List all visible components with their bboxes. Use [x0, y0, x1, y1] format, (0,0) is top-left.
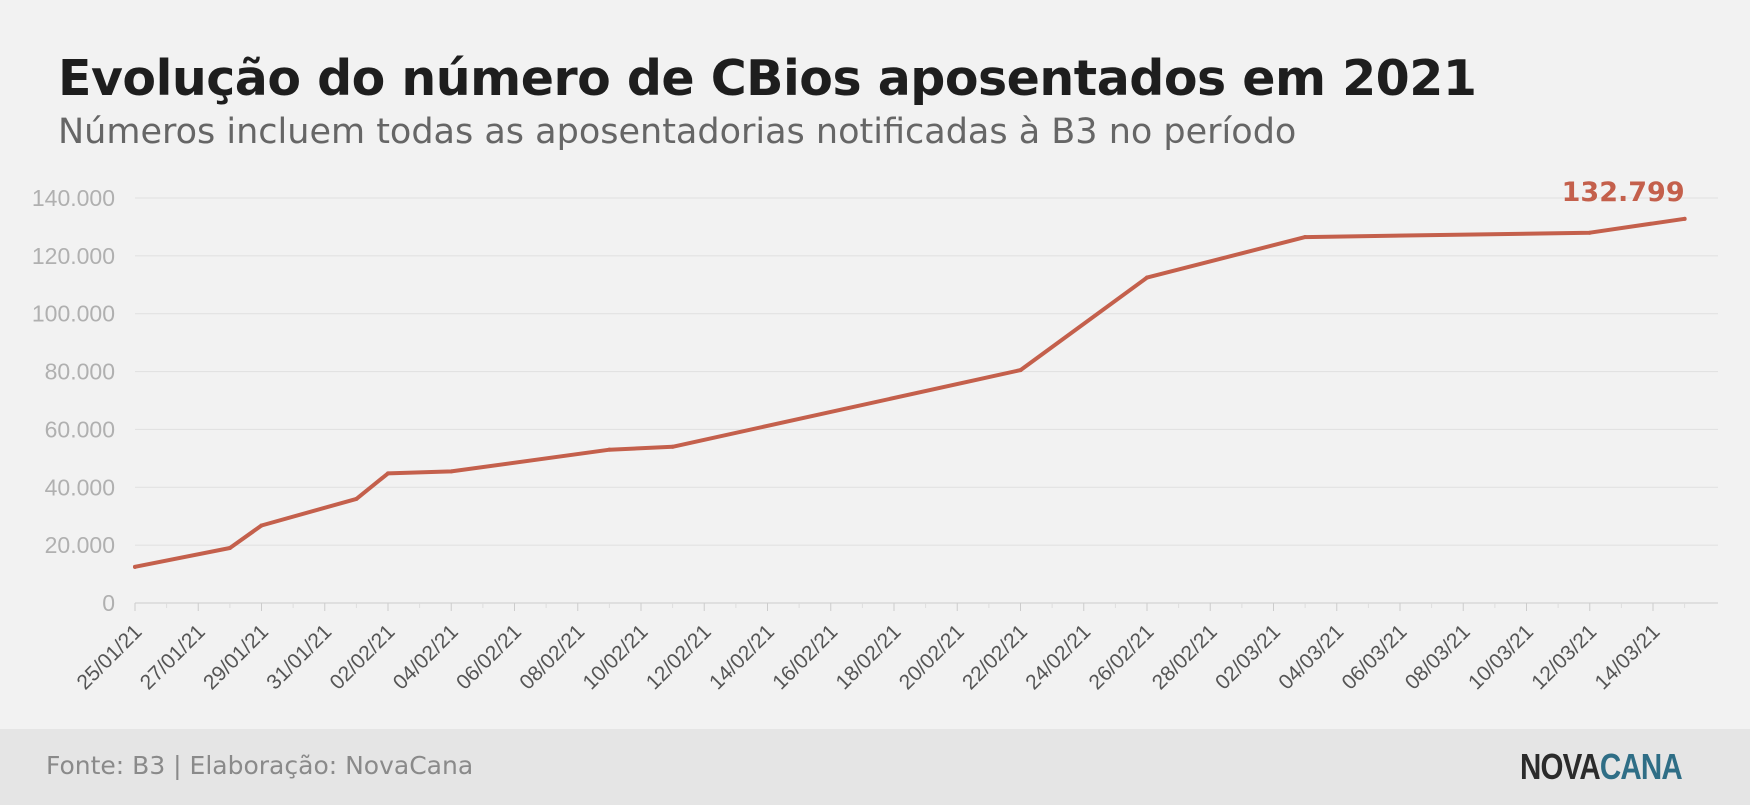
end-value-label: 132.799 [1562, 177, 1685, 208]
x-axis: 25/01/2127/01/2129/01/2131/01/2102/02/21… [72, 602, 1718, 694]
x-tick-label: 06/02/21 [452, 620, 526, 694]
data-point [259, 523, 264, 528]
annotations: 132.799 [1562, 177, 1685, 208]
x-tick-label: 22/02/21 [958, 620, 1032, 694]
x-tick-label: 08/02/21 [515, 620, 589, 694]
data-point [1145, 275, 1149, 280]
logo-cana: CANA [1599, 746, 1683, 787]
data-point [386, 471, 390, 476]
y-tick-label: 60.000 [45, 416, 115, 442]
data-point [670, 444, 675, 449]
series-group [133, 216, 1687, 569]
data-point [133, 564, 137, 569]
x-tick-label: 31/01/21 [262, 620, 336, 694]
x-tick-label: 12/02/21 [642, 620, 716, 694]
logo-nova: NOVA [1520, 746, 1601, 787]
y-tick-label: 20.000 [45, 532, 115, 558]
data-point [449, 469, 454, 474]
footer-bar: Fonte: B3 | Elaboração: NovaCana NOVACAN… [0, 729, 1750, 805]
x-tick-label: 24/02/21 [1021, 620, 1095, 694]
series-line [133, 216, 1687, 569]
x-tick-label: 20/02/21 [895, 620, 969, 694]
x-tick-label: 08/03/21 [1401, 620, 1475, 694]
x-tick-label: 28/02/21 [1148, 620, 1222, 694]
y-tick-label: 120.000 [32, 243, 115, 269]
data-point [354, 496, 359, 501]
x-tick-label: 04/02/21 [389, 620, 463, 694]
data-point [607, 447, 612, 452]
y-tick-label: 0 [102, 590, 115, 616]
x-tick-label: 18/02/21 [831, 620, 905, 694]
gridlines [135, 197, 1718, 546]
x-tick-label: 10/03/21 [1464, 620, 1538, 694]
x-tick-label: 02/03/21 [1211, 620, 1285, 694]
x-tick-label: 12/03/21 [1527, 620, 1601, 694]
x-tick-label: 02/02/21 [325, 620, 399, 694]
x-tick-label: 06/03/21 [1337, 620, 1411, 694]
data-point [1303, 235, 1308, 240]
y-tick-label: 140.000 [32, 185, 115, 211]
x-tick-label: 27/01/21 [136, 620, 210, 694]
data-point [1682, 216, 1687, 221]
y-tick-label: 80.000 [45, 359, 115, 385]
novacana-logo: NOVACANA [1520, 746, 1683, 787]
data-point [227, 546, 232, 551]
y-axis: 0 20.000 40.000 60.000 80.000 100.000 120.000 1… [32, 185, 115, 616]
data-point [1018, 368, 1023, 373]
chart-subtitle: Números incluem todas as aposentadorias … [58, 112, 1297, 152]
x-tick-label: 14/03/21 [1590, 620, 1664, 694]
x-tick-label: 26/02/21 [1084, 620, 1158, 694]
line-chart: 0 20.000 40.000 60.000 80.000 100.000 120.000 1… [32, 177, 1718, 694]
x-tick-label: 04/03/21 [1274, 620, 1348, 694]
x-tick-label: 10/02/21 [578, 620, 652, 694]
chart-title: Evolução do número de CBios aposentados … [58, 50, 1477, 107]
x-tick-label: 14/02/21 [705, 620, 779, 694]
y-tick-label: 40.000 [45, 474, 115, 500]
y-tick-label: 100.000 [32, 301, 115, 327]
x-tick-label: 16/02/21 [768, 620, 842, 694]
source-credit: Fonte: B3 | Elaboração: NovaCana [46, 751, 474, 780]
x-tick-label: 25/01/21 [72, 620, 146, 694]
data-point [1587, 230, 1592, 235]
x-tick-label: 29/01/21 [199, 620, 273, 694]
